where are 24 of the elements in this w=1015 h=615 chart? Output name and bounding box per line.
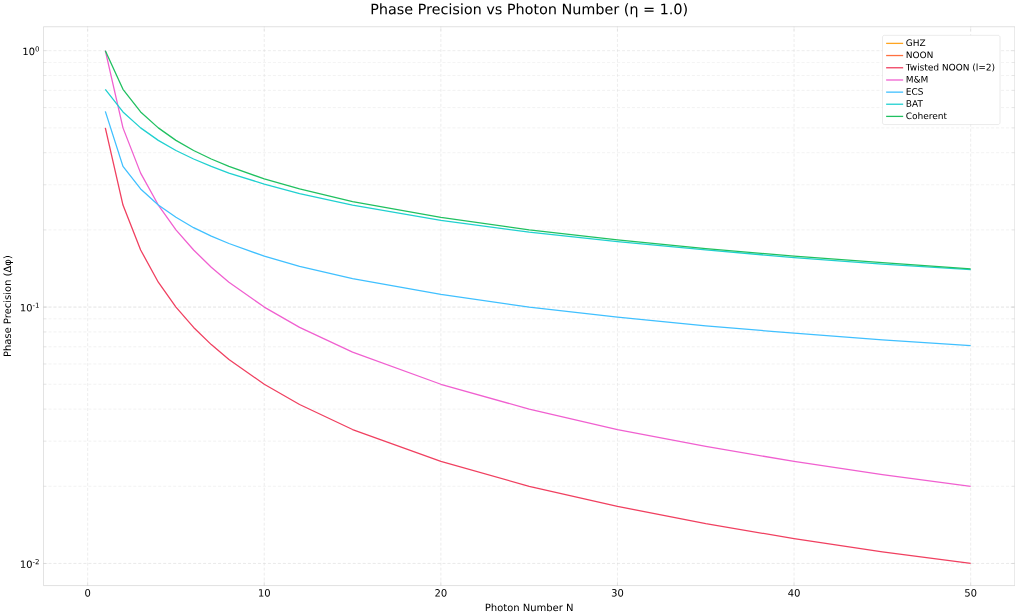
line-series bbox=[104, 50, 972, 488]
legend-label: BAT bbox=[906, 100, 923, 107]
legend-label: ECS bbox=[906, 88, 923, 96]
line-series bbox=[104, 110, 972, 347]
x-tick-label: 30 bbox=[611, 589, 624, 597]
x-tick-label: 40 bbox=[788, 589, 800, 597]
x-tick-label: 0 bbox=[85, 589, 91, 597]
legend-label: Twisted NOON (l=2) bbox=[905, 63, 995, 72]
legend-label: M&M bbox=[906, 76, 928, 83]
x-tick-label: 10 bbox=[259, 589, 270, 597]
x-tick-label: 20 bbox=[435, 589, 447, 597]
x-axis-title: Photon Number N bbox=[485, 603, 573, 612]
legend-label: GHZ bbox=[906, 39, 926, 47]
line-series bbox=[104, 88, 972, 271]
x-tick-label: 50 bbox=[965, 589, 977, 597]
line-series bbox=[104, 127, 972, 565]
y-tick-label: 10$^{-1}$ bbox=[20, 302, 39, 312]
legend-label: NOON bbox=[906, 51, 933, 59]
y-axis-title: Phase Precision (Δφ) bbox=[3, 256, 13, 357]
y-tick-label: 10$^{0}$ bbox=[23, 46, 40, 56]
chart-title: Phase Precision vs Photon Number (η = 1.0) bbox=[371, 3, 687, 18]
line-series bbox=[104, 50, 972, 270]
y-tick-label: 10$^{-2}$ bbox=[20, 559, 39, 569]
legend-label: Coherent bbox=[906, 112, 947, 120]
